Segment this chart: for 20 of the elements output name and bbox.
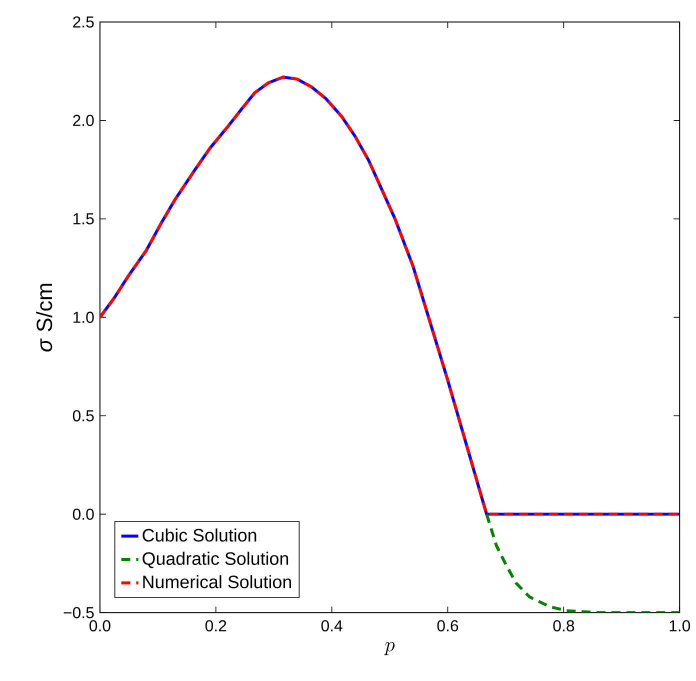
- x-tick-label: 0.8: [553, 620, 574, 632]
- legend-label: Cubic Solution: [142, 528, 256, 542]
- x-tick-label: 0.2: [205, 620, 226, 632]
- y-axis-title: σ S/cm: [36, 284, 52, 352]
- y-tick-label: −0.5: [64, 607, 94, 618]
- x-tick-label: 0.0: [90, 620, 110, 632]
- y-tick-label: 1.0: [74, 312, 94, 324]
- y-tick-label: 0.0: [72, 508, 94, 520]
- x-axis-title: $p$: [384, 642, 395, 656]
- x-tick-label: 0.4: [321, 620, 342, 632]
- legend-label: Quadratic Solution: [142, 552, 288, 568]
- y-tick-label: 2.5: [73, 16, 94, 28]
- line-series: [100, 76, 680, 516]
- x-tick-label: 1.0: [670, 620, 690, 632]
- y-tick-label: 0.5: [72, 410, 94, 422]
- y-tick-label: 1.5: [74, 213, 94, 225]
- line-series: [485, 512, 680, 613]
- legend-label: Numerical Solution: [143, 575, 292, 588]
- y-tick-label: 2.0: [73, 114, 94, 126]
- x-tick-label: 0.6: [437, 620, 458, 632]
